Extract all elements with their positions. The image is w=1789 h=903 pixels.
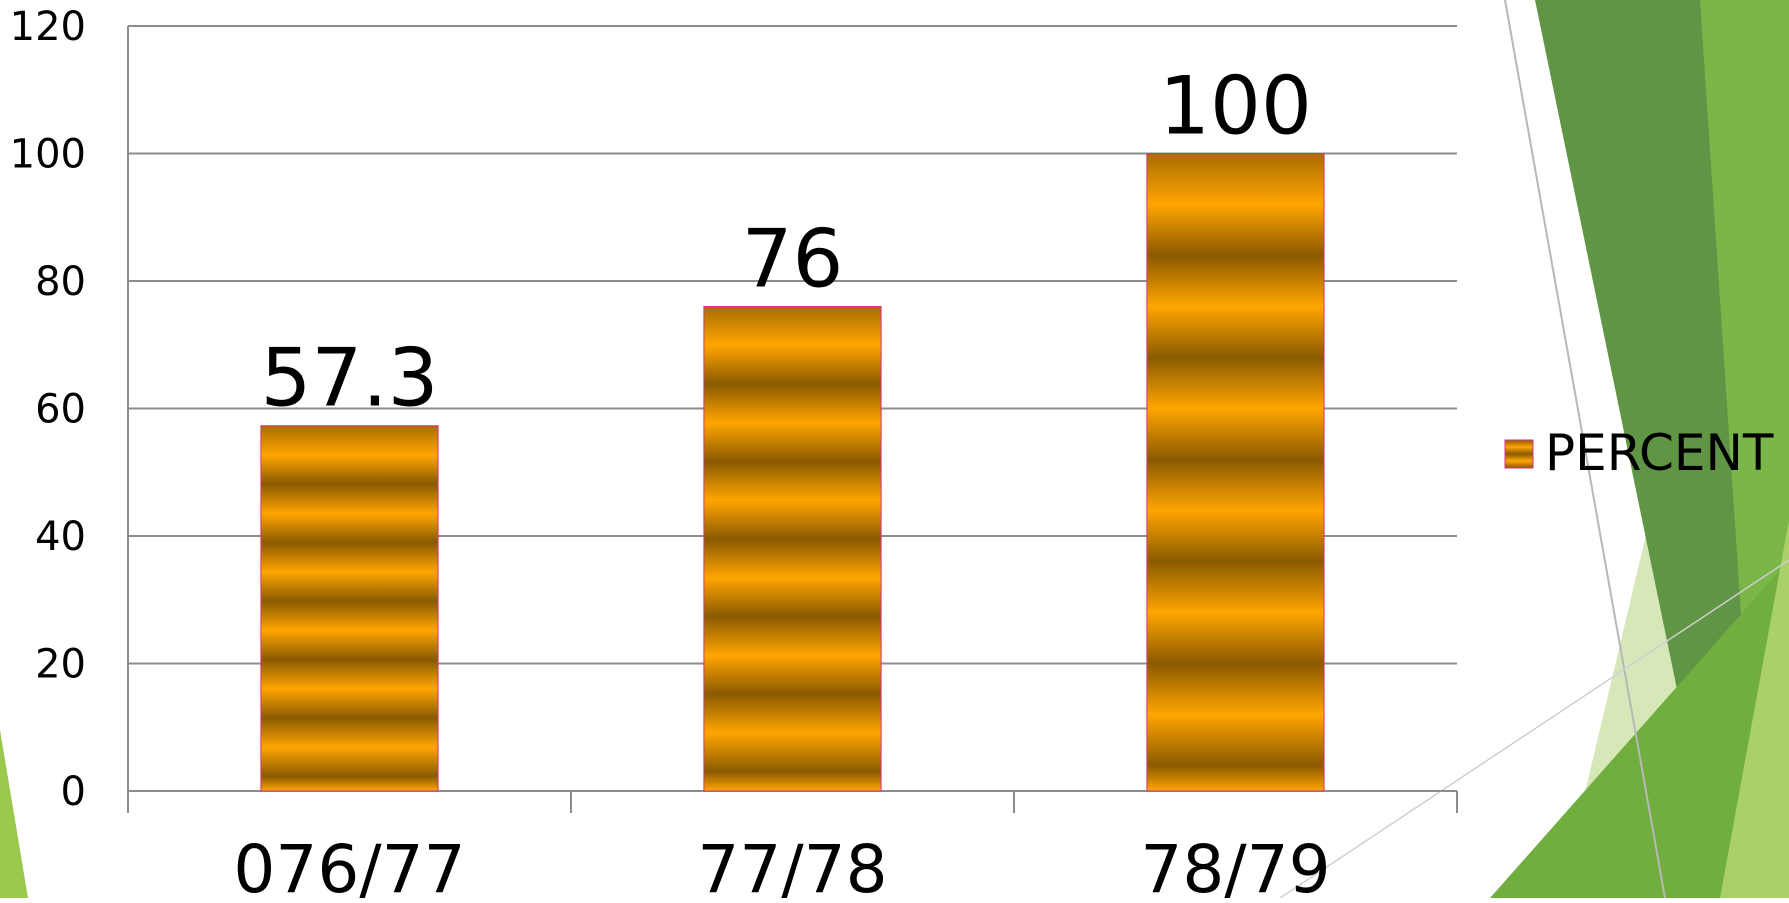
x-axis-tick-labels: 076/77 77/78 78/79 xyxy=(233,831,1330,903)
bars xyxy=(260,153,1325,792)
data-label: 100 xyxy=(1159,60,1312,153)
legend: PERCENT xyxy=(1504,424,1774,482)
legend-label: PERCENT xyxy=(1545,424,1774,482)
y-tick-label: 80 xyxy=(35,259,86,305)
bar xyxy=(1146,153,1325,792)
data-label: 76 xyxy=(742,213,844,306)
legend-swatch xyxy=(1504,439,1534,469)
decor-line xyxy=(1504,0,1666,899)
y-tick-label: 120 xyxy=(10,4,86,50)
bar xyxy=(260,425,439,792)
x-tick-label: 77/78 xyxy=(697,831,887,898)
data-labels: 57.3 76 100 xyxy=(260,60,1311,425)
y-tick-label: 0 xyxy=(61,769,86,815)
y-tick-label: 100 xyxy=(10,132,86,178)
y-tick-label: 60 xyxy=(35,387,86,433)
bar xyxy=(703,306,882,792)
data-label: 57.3 xyxy=(260,332,438,425)
y-tick-label: 20 xyxy=(35,642,86,688)
x-tick-label: 076/77 xyxy=(233,831,465,898)
decor-facet-left xyxy=(0,730,28,898)
x-tick-label: 78/79 xyxy=(1140,831,1330,898)
decor-line-thin xyxy=(1279,559,1789,899)
decor-facet-bright xyxy=(1490,560,1789,898)
y-tick-label: 40 xyxy=(35,514,86,560)
y-axis-tick-labels: 0 20 40 60 80 100 120 xyxy=(10,4,86,815)
decor-facet-pale xyxy=(1720,520,1789,898)
